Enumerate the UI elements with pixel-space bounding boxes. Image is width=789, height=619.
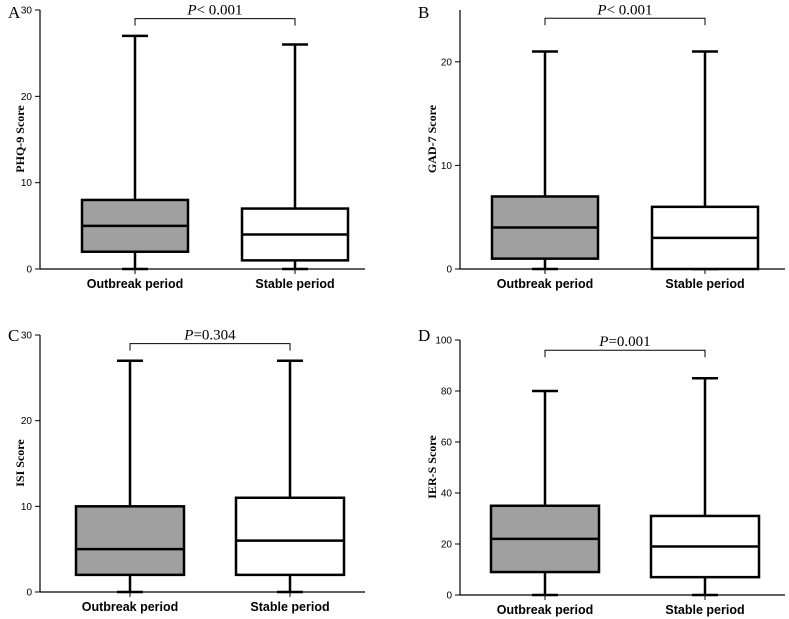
panel-letter: C [8,326,19,345]
y-tick-label: 20 [21,416,33,427]
y-tick-label: 100 [435,336,452,347]
significance-bracket [129,343,291,351]
y-axis-label: GAD-7 Score [425,104,439,173]
significance-bracket [134,18,296,26]
x-category-label: Stable period [665,277,744,291]
box-iqr [74,505,186,577]
box-iqr [234,496,346,577]
y-tick-label: 80 [441,387,453,398]
panel-letter: A [8,3,21,22]
y-tick-label: 0 [446,591,452,602]
y-axis-label: IER-S Score [425,435,439,499]
y-tick-label: 20 [21,92,33,103]
y-axis-label: PHQ-9 Score [13,105,27,173]
panel-d: D 0 20 40 60 80 100 IER-S Score Outbreak period S… [418,326,785,617]
y-tick-label: 40 [441,489,453,500]
panel-a: A 0 10 20 30 PHQ-9 Score Outbreak period Stable… [8,3,365,291]
y-axis-label: ISI Score [13,439,27,487]
y-tick-label: 0 [26,588,32,599]
x-category-label: Outbreak period [82,600,179,614]
y-tick-label: 0 [26,265,32,276]
p-value-label: P< 0.001 [596,2,652,18]
x-category-label: Stable period [250,600,329,614]
panel-letter: D [418,326,430,345]
y-tick-label: 20 [441,540,453,551]
x-category-label: Outbreak period [87,277,184,291]
x-category-label: Outbreak period [497,277,594,291]
p-value-label: P=0.304 [183,328,236,344]
x-category-label: Outbreak period [497,603,594,617]
panel-b: B 0 10 20 GAD-7 Score Outbreak period Stable p… [418,2,785,291]
p-value-label: P=0.001 [598,334,650,350]
y-tick-label: 10 [21,178,33,189]
p-value-label: P< 0.001 [186,3,242,19]
y-tick-label: 30 [21,331,33,342]
panel-c: C 0 10 20 30 ISI Score Outbreak period Stable p… [8,326,365,614]
y-tick-label: 60 [441,438,453,449]
significance-bracket [544,17,706,26]
y-tick-label: 10 [21,502,33,513]
y-tick-label: 10 [441,161,453,172]
panel-letter: B [418,3,429,22]
x-category-label: Stable period [665,603,744,617]
y-tick-label: 30 [21,6,33,17]
x-category-label: Stable period [255,277,334,291]
significance-bracket [544,349,706,358]
y-tick-label: 20 [441,57,453,68]
y-tick-label: 0 [446,265,452,276]
